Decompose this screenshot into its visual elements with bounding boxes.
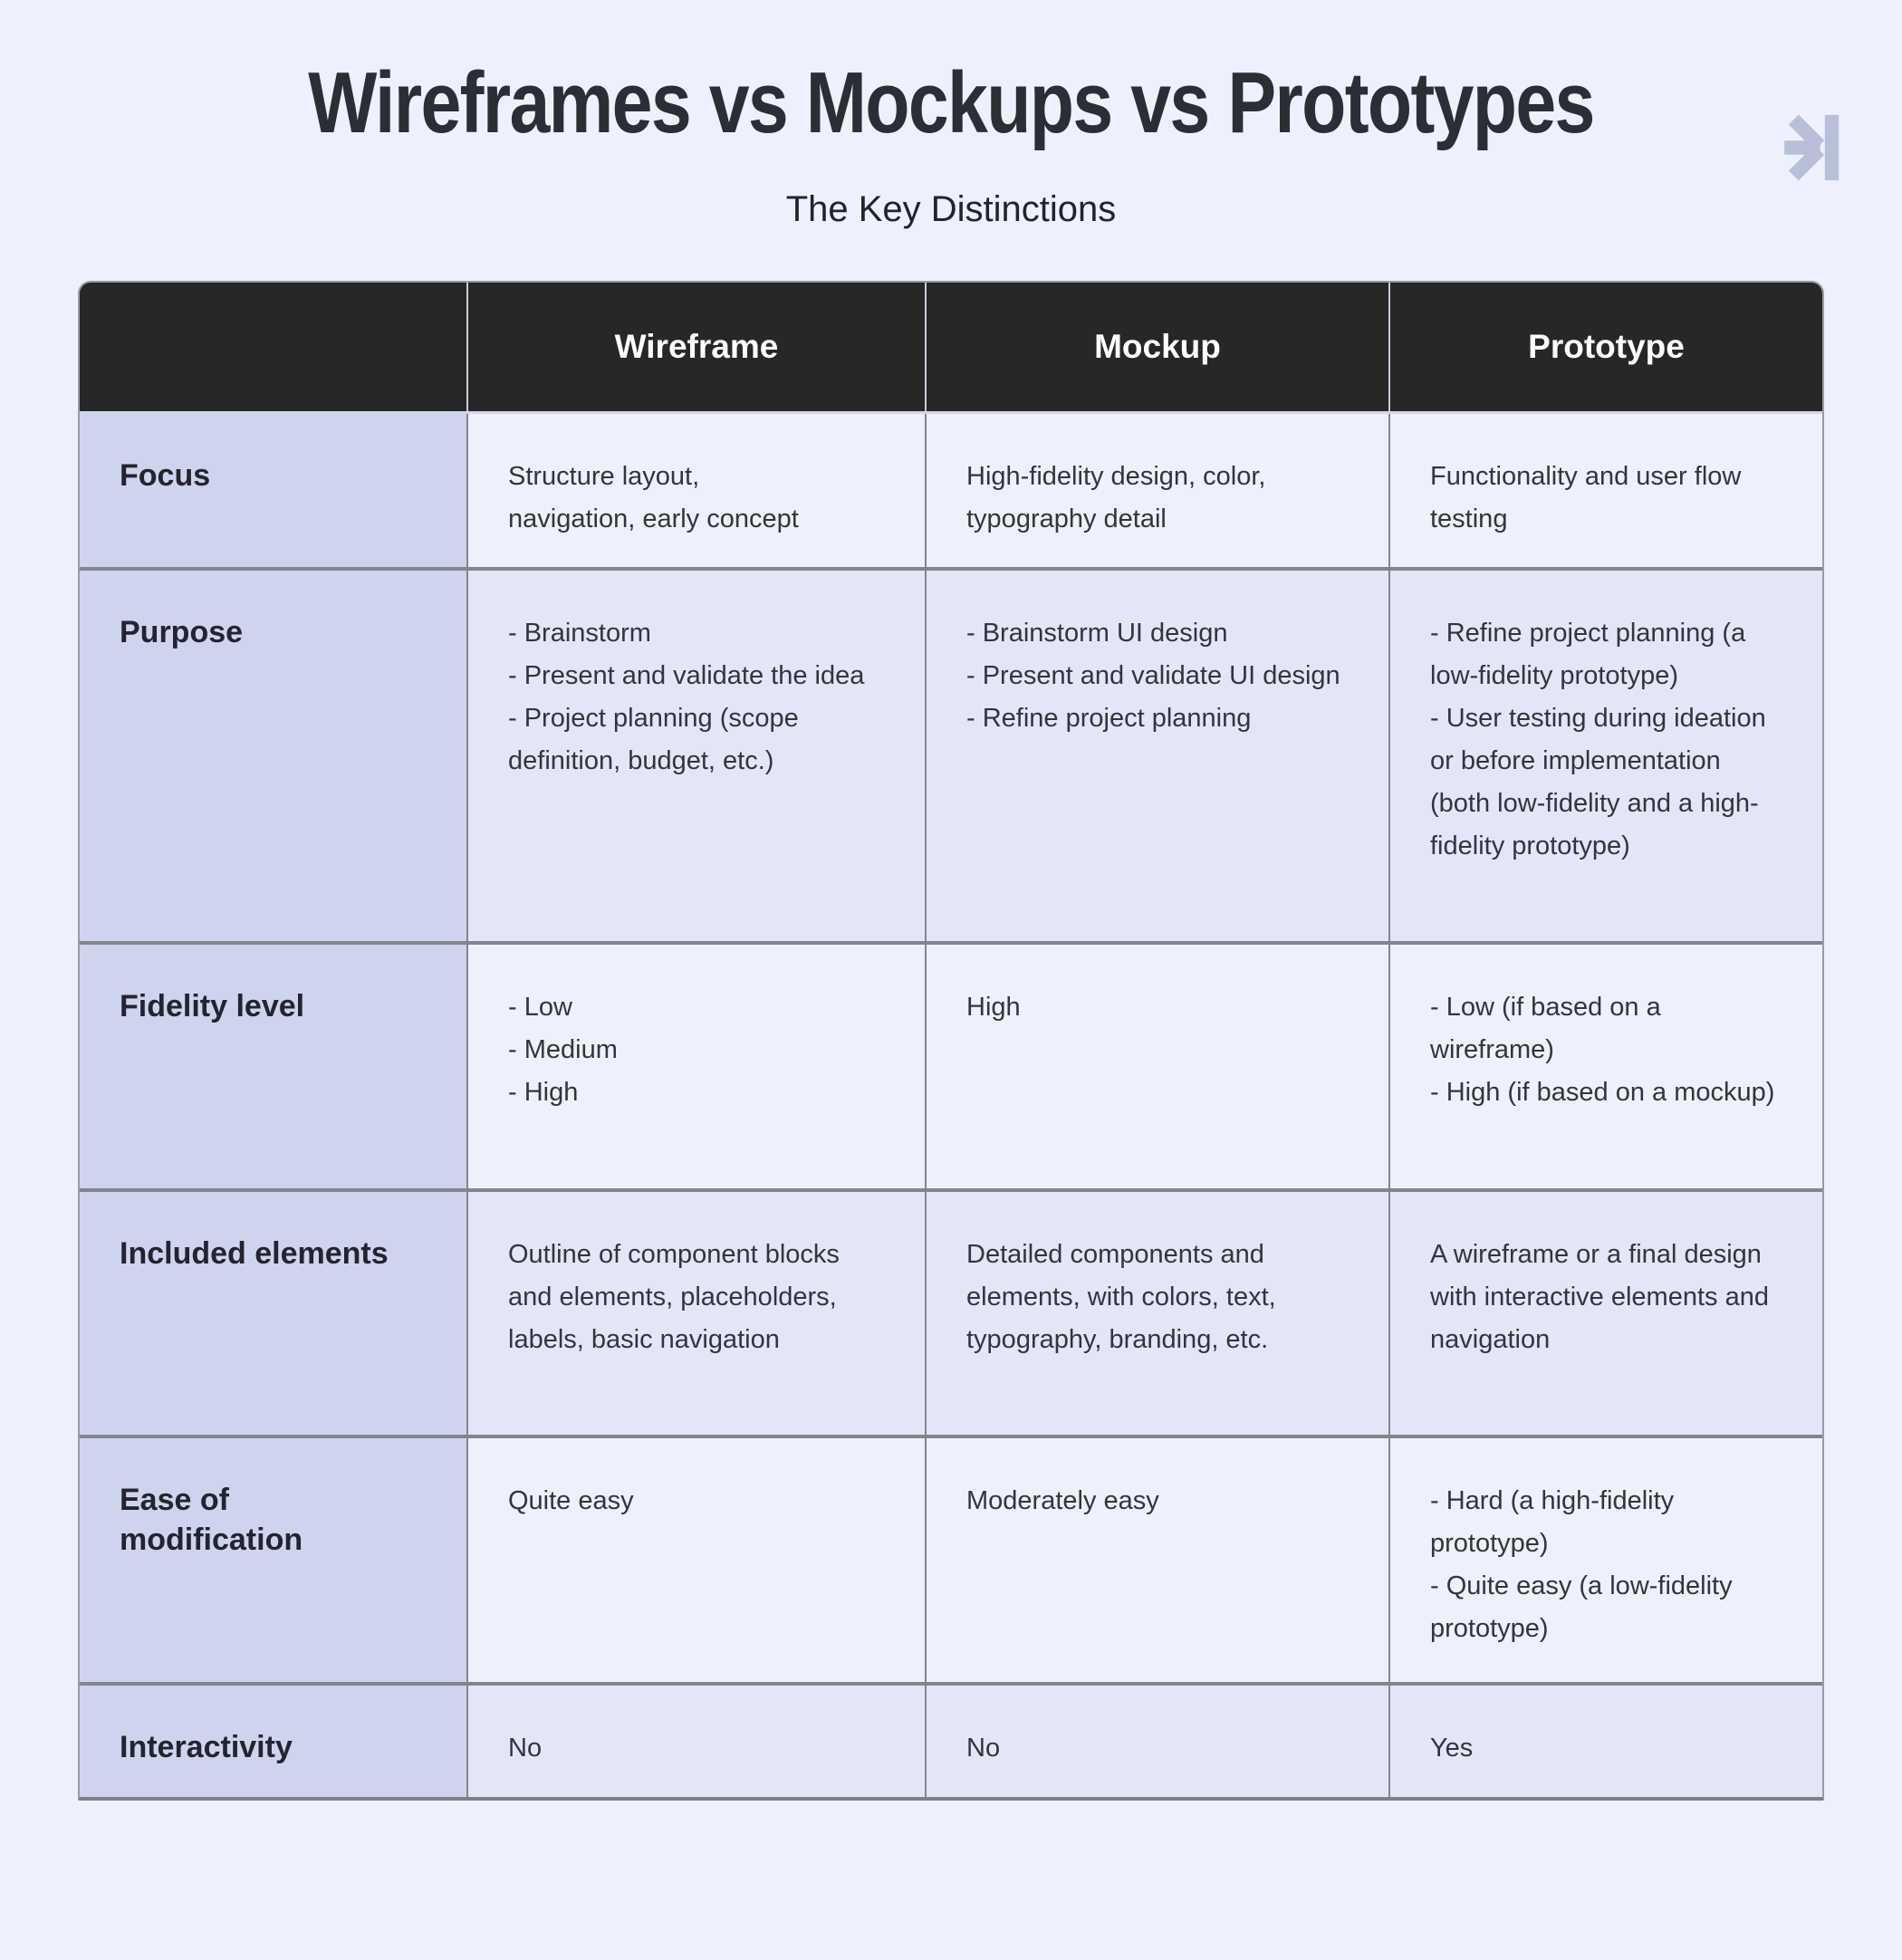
cell-included-mockup: Detailed components and elements, with c…	[925, 1191, 1388, 1435]
cell-focus-wireframe: Structure layout, navigation, early conc…	[466, 413, 925, 567]
cell-ease-wireframe: Quite easy	[466, 1437, 925, 1682]
cell-interactivity-mockup: No	[925, 1685, 1388, 1797]
cell-purpose-mockup: - Brainstorm UI design - Present and val…	[925, 570, 1388, 941]
row-label-included-elements: Included elements	[80, 1191, 466, 1435]
row-label-interactivity: Interactivity	[80, 1685, 466, 1797]
header-cell-prototype: Prototype	[1388, 282, 1822, 411]
cell-fidelity-mockup: High	[925, 944, 1388, 1188]
cell-focus-mockup: High-fidelity design, color, typography …	[925, 413, 1388, 567]
comparison-table: Wireframe Mockup Prototype Focus Structu…	[78, 280, 1824, 1801]
header-cell-mockup: Mockup	[925, 282, 1388, 411]
cell-purpose-prototype: - Refine project planning (a low-fidelit…	[1388, 570, 1822, 941]
table-row-included-elements: Included elements Outline of component b…	[80, 1187, 1822, 1435]
cell-fidelity-wireframe: - Low - Medium - High	[466, 944, 925, 1188]
cell-interactivity-wireframe: No	[466, 1685, 925, 1797]
cell-ease-mockup: Moderately easy	[925, 1437, 1388, 1682]
infographic-page: Wireframes vs Mockups vs Prototypes The …	[0, 54, 1902, 1960]
header-cell-empty	[80, 283, 466, 411]
row-label-purpose: Purpose	[80, 570, 466, 941]
cell-fidelity-prototype: - Low (if based on a wireframe) - High (…	[1388, 944, 1822, 1188]
cell-ease-prototype: - Hard (a high-fidelity prototype) - Qui…	[1388, 1437, 1822, 1682]
table-row-interactivity: Interactivity No No Yes	[80, 1681, 1822, 1797]
table-row-purpose: Purpose - Brainstorm - Present and valid…	[80, 566, 1822, 941]
cell-purpose-wireframe: - Brainstorm - Present and validate the …	[466, 570, 925, 941]
row-label-ease-of-modification: Ease of modification	[80, 1437, 466, 1682]
table-row-fidelity-level: Fidelity level - Low - Medium - High Hig…	[80, 940, 1822, 1188]
cell-included-wireframe: Outline of component blocks and elements…	[466, 1191, 925, 1435]
page-subtitle: The Key Distinctions	[785, 188, 1117, 229]
cell-included-prototype: A wireframe or a final design with inter…	[1388, 1191, 1822, 1435]
cell-focus-prototype: Functionality and user flow testing	[1388, 413, 1822, 567]
arrow-into-bar-icon	[1773, 109, 1851, 187]
table-header-row: Wireframe Mockup Prototype	[80, 282, 1822, 411]
header-cell-wireframe: Wireframe	[466, 282, 925, 411]
row-label-fidelity-level: Fidelity level	[80, 944, 466, 1188]
page-title: Wireframes vs Mockups vs Prototypes	[308, 54, 1595, 151]
table-row-focus: Focus Structure layout, navigation, earl…	[80, 410, 1822, 567]
cell-interactivity-prototype: Yes	[1388, 1685, 1822, 1797]
row-label-focus: Focus	[80, 413, 466, 567]
table-row-ease-of-modification: Ease of modification Quite easy Moderate…	[80, 1434, 1822, 1682]
